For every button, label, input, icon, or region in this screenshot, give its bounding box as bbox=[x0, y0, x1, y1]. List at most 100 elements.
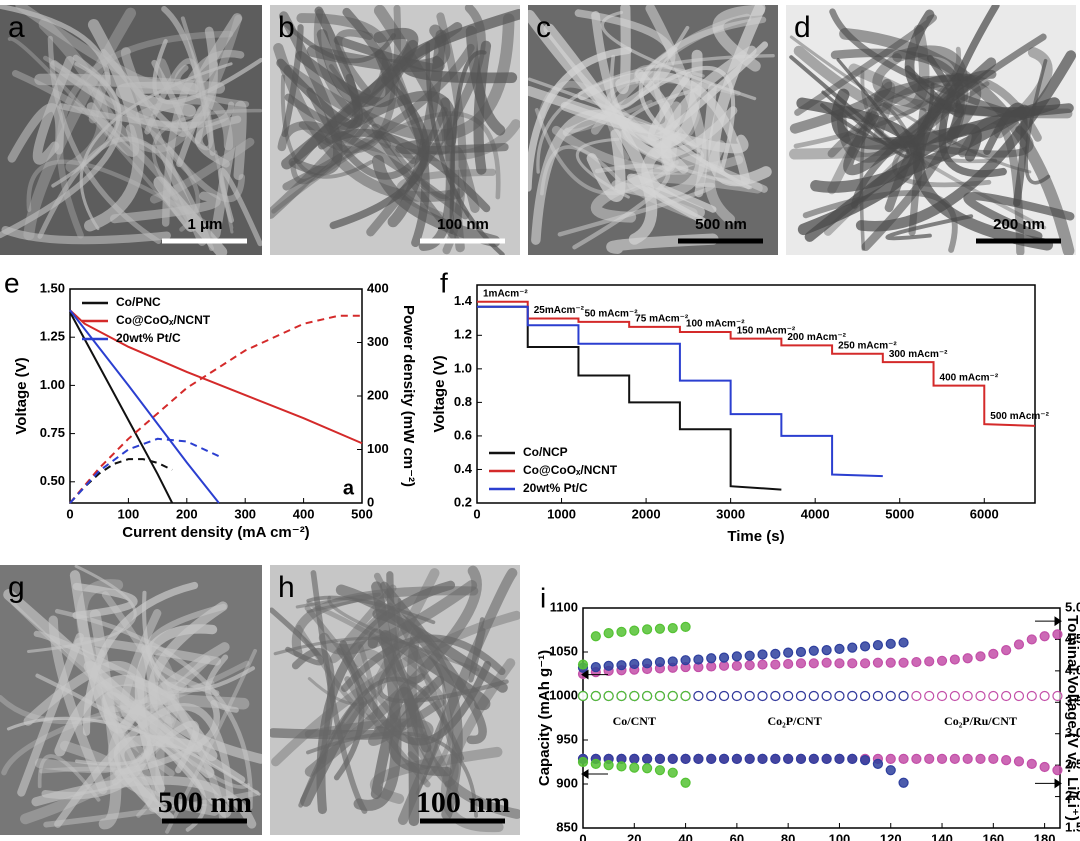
y-tick-label: 1.0 bbox=[454, 360, 472, 375]
point bbox=[1013, 690, 1025, 702]
panel-letter: h bbox=[278, 571, 295, 604]
point bbox=[667, 767, 678, 778]
series-line bbox=[477, 305, 883, 478]
point bbox=[834, 643, 845, 654]
x-tick-label: 1000 bbox=[547, 506, 576, 521]
point bbox=[885, 638, 896, 649]
fiber bbox=[591, 11, 738, 159]
fiber bbox=[839, 28, 1075, 255]
fiber bbox=[830, 48, 965, 252]
point bbox=[667, 623, 678, 634]
x-tick-label: 400 bbox=[293, 506, 315, 521]
step-label: 400 mAcm⁻² bbox=[940, 372, 999, 383]
point bbox=[1026, 690, 1037, 702]
point bbox=[1001, 690, 1012, 702]
point bbox=[795, 658, 807, 669]
y2-tick-label: 100 bbox=[367, 441, 389, 456]
fiber bbox=[793, 46, 962, 149]
point bbox=[616, 626, 627, 637]
fiber bbox=[829, 8, 1026, 120]
fiber bbox=[7, 37, 192, 232]
series-line bbox=[477, 300, 1036, 427]
point bbox=[770, 753, 781, 764]
point bbox=[718, 652, 730, 663]
point bbox=[706, 690, 717, 702]
micrograph: b 100 nm bbox=[270, 5, 520, 255]
point bbox=[885, 765, 896, 776]
point bbox=[757, 753, 768, 764]
y2-tick-label: 2.0 bbox=[1065, 788, 1080, 803]
legend-label: Co/NCP bbox=[523, 445, 568, 459]
point bbox=[590, 758, 601, 769]
y-tick-label: 900 bbox=[556, 775, 578, 790]
point bbox=[808, 645, 819, 656]
point bbox=[642, 690, 653, 702]
point bbox=[603, 690, 614, 702]
panel-letter: c bbox=[536, 11, 551, 44]
point bbox=[654, 623, 666, 634]
step-label: 200 mAcm⁻² bbox=[787, 332, 846, 343]
fiber bbox=[291, 586, 479, 657]
series-line bbox=[69, 437, 223, 504]
fiber bbox=[27, 565, 137, 653]
x-tick-label: 3000 bbox=[716, 506, 745, 521]
micrograph: g 500 nm bbox=[0, 565, 262, 835]
x-tick-label: 140 bbox=[931, 831, 953, 841]
point bbox=[654, 765, 666, 776]
fiber bbox=[396, 168, 497, 219]
fiber bbox=[1024, 58, 1051, 185]
legend-label: 20wt% Pt/C bbox=[523, 481, 588, 495]
axis-arrow bbox=[1035, 616, 1062, 627]
fiber bbox=[572, 163, 671, 250]
scale-bar-label: 500 nm bbox=[695, 216, 747, 233]
point bbox=[949, 753, 960, 764]
fiber bbox=[892, 81, 992, 188]
point bbox=[872, 690, 884, 702]
fiber bbox=[282, 43, 475, 191]
series-line bbox=[69, 309, 220, 504]
point bbox=[821, 645, 832, 656]
point bbox=[731, 651, 742, 662]
fiber bbox=[327, 595, 480, 672]
x-tick-label: 6000 bbox=[970, 506, 999, 521]
fiber bbox=[328, 64, 452, 200]
point bbox=[1052, 765, 1063, 776]
point bbox=[859, 690, 871, 702]
point bbox=[770, 659, 781, 670]
point bbox=[680, 753, 691, 764]
y-axis-title: Voltage (V) bbox=[431, 355, 448, 432]
fiber bbox=[440, 658, 516, 833]
x-tick-label: 80 bbox=[781, 831, 795, 841]
plot-frame bbox=[582, 607, 1061, 829]
panel-letter: b bbox=[278, 11, 295, 44]
scale-bar-label: 1 μm bbox=[187, 216, 222, 233]
point bbox=[988, 690, 999, 702]
point bbox=[911, 690, 922, 702]
point bbox=[642, 658, 653, 669]
fiber bbox=[7, 103, 64, 163]
fiber bbox=[789, 78, 893, 134]
point bbox=[885, 690, 896, 702]
micrograph: d 200 nm bbox=[786, 5, 1076, 255]
point bbox=[590, 661, 601, 673]
scale-bar-label: 100 nm bbox=[437, 216, 489, 233]
point bbox=[1001, 645, 1012, 656]
x-tick-label: 180 bbox=[1034, 831, 1056, 841]
x-tick-label: 5000 bbox=[885, 506, 914, 521]
point bbox=[629, 753, 640, 764]
point bbox=[898, 637, 909, 648]
point bbox=[783, 647, 794, 658]
point bbox=[667, 690, 678, 702]
x-tick-label: 0 bbox=[579, 831, 586, 841]
point bbox=[949, 690, 960, 702]
x-axis-title: Current density (mA cm⁻²) bbox=[122, 524, 309, 541]
point bbox=[988, 753, 999, 764]
fiber bbox=[324, 90, 458, 147]
point bbox=[924, 690, 935, 702]
point bbox=[808, 753, 819, 764]
axis-arrow bbox=[581, 669, 608, 680]
fiber bbox=[43, 55, 201, 232]
point bbox=[1001, 755, 1012, 766]
point bbox=[731, 753, 742, 764]
x-tick-label: 300 bbox=[234, 506, 256, 521]
